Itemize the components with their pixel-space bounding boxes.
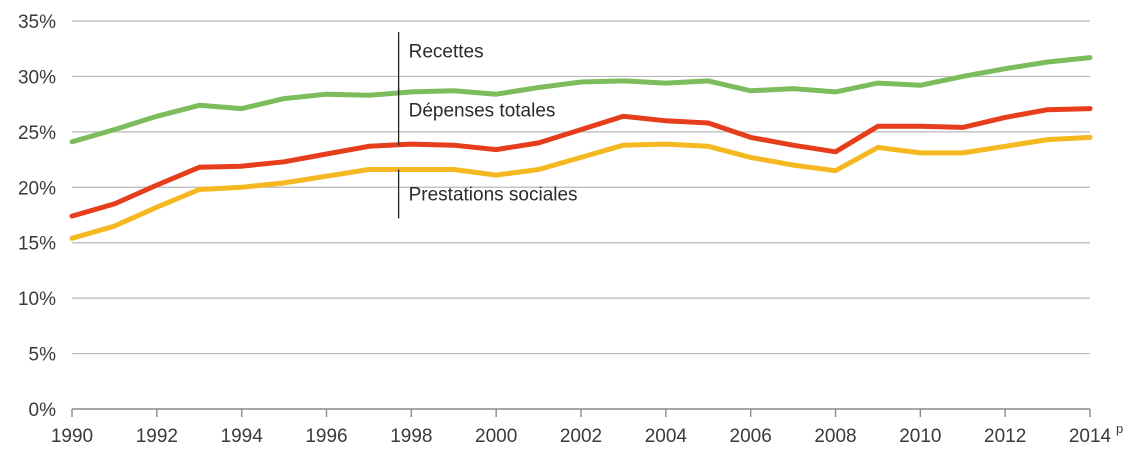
y-tick-label: 0% [29,400,57,421]
x-tick-label: 2008 [814,426,856,447]
x-tick-label: 1990 [51,426,93,447]
x-tick-label: 1996 [305,426,347,447]
y-axis-tick-labels: 0% 5% 10% 15% 20% 25% 30% 35% [18,12,56,421]
y-tick-label: 30% [18,67,56,88]
x-tick-label: 2002 [560,426,602,447]
x-tick-label: 1994 [221,426,264,447]
x-tick-label: 1998 [390,426,432,447]
annotations: Recettes Dépenses totales Prestations soci… [397,32,578,219]
series-lines [69,55,1093,241]
x-tick-label: 1992 [136,426,178,447]
series-line-3 [69,134,1093,241]
series-line-1 [69,55,1093,145]
x-tick-label: 2004 [645,426,688,447]
x-tick-label: 2010 [899,426,941,447]
x-tick-label: 2000 [475,426,517,447]
x-tick-label: 2012 [984,426,1026,447]
annotation-label: Recettes [409,42,484,63]
x-tick-superscript: p [1116,421,1123,436]
y-tick-label: 5% [29,345,57,366]
y-tick-label: 35% [18,12,56,33]
x-tick-label: 2014 [1069,426,1112,447]
y-tick-label: 10% [18,289,56,310]
annotation-label: Prestations sociales [409,185,578,206]
y-tick-label: 15% [18,234,56,255]
annotation-label: Dépenses totales [409,100,556,121]
x-tick-label: 2006 [730,426,772,447]
y-tick-label: 20% [18,178,56,199]
x-axis-tick-labels: 1990 1992 1994 1996 1998 2000 2002 2004 2006 2008… [51,421,1123,447]
series-line-2 [69,106,1093,219]
y-tick-label: 25% [18,123,56,144]
